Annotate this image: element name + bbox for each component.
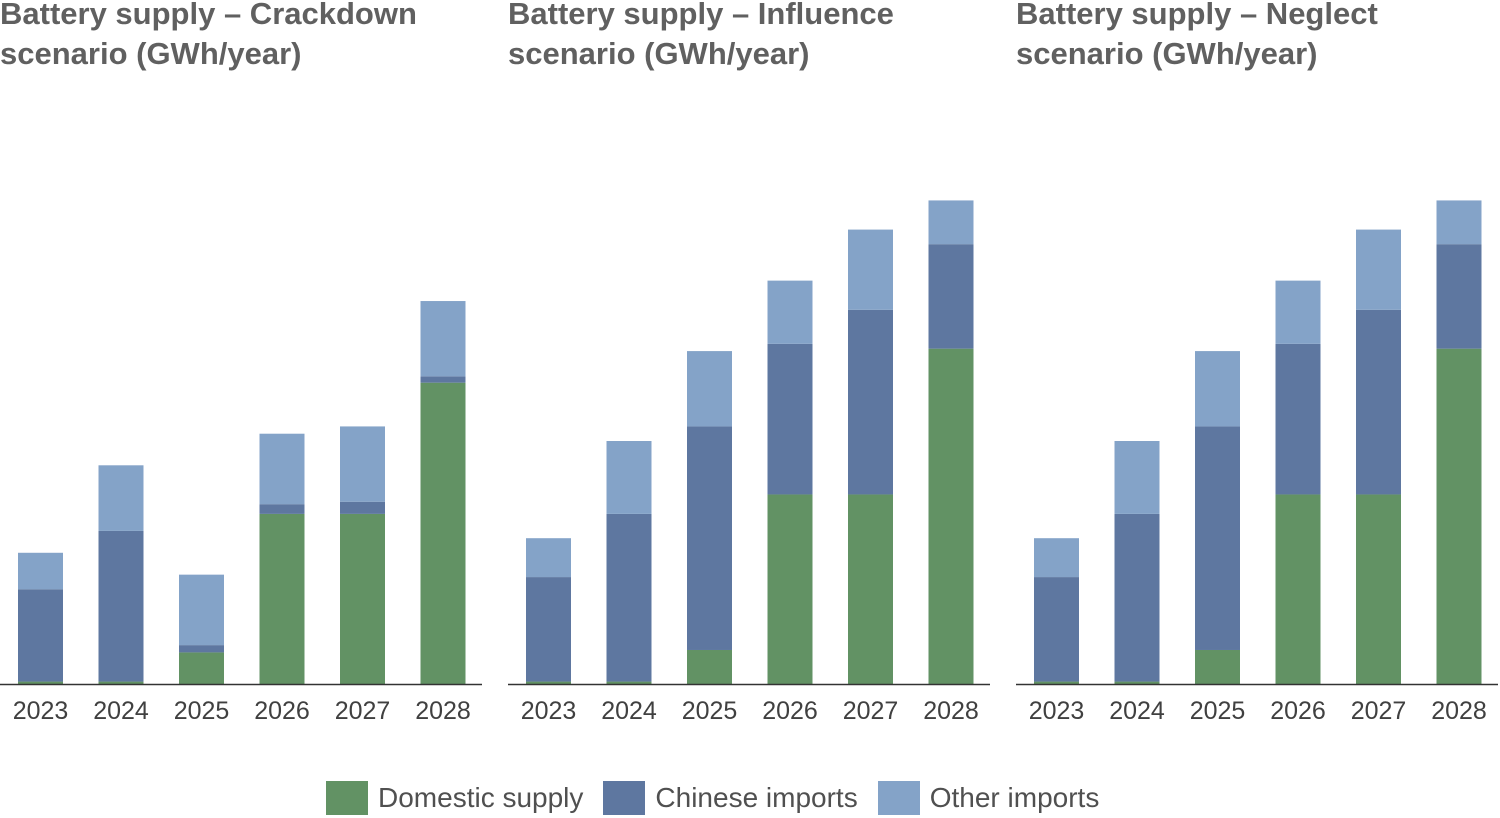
bar-domestic-2028: [1436, 348, 1482, 684]
bar-other-2023: [18, 552, 63, 590]
bar-chinese-2023: [18, 589, 63, 682]
x-tick-label-2023: 2023: [1029, 697, 1085, 725]
bar-domestic-2028: [928, 348, 974, 684]
x-tick-label-2025: 2025: [1190, 697, 1246, 725]
bar-chinese-2028: [420, 376, 466, 383]
bar-other-2024: [1114, 441, 1160, 514]
legend-item-other: Other imports: [877, 781, 1100, 815]
chart-panel-crackdown: Battery supply – Crackdown scenario (GWh…: [0, 0, 482, 740]
bar-domestic-2028: [420, 382, 466, 684]
x-tick-label-2028: 2028: [1431, 697, 1487, 725]
bar-domestic-2027: [1356, 494, 1401, 684]
bar-other-2023: [526, 538, 571, 578]
chart-title-crackdown: Battery supply – Crackdown scenario (GWh…: [0, 0, 417, 71]
bar-chinese-2024: [98, 530, 144, 682]
bar-chart-neglect: 2023 2024 2025 2026 2027 2028: [1016, 200, 1498, 725]
bar-domestic-2026: [1275, 494, 1321, 684]
bar-chinese-2026: [767, 343, 813, 495]
bar-chinese-2026: [1275, 343, 1321, 495]
chart-title-influence: Battery supply – Influence scenario (GWh…: [508, 0, 894, 71]
legend-label-domestic: Domestic supply: [378, 782, 584, 813]
legend-swatch-other: [877, 781, 920, 815]
bar-chinese-2027: [340, 501, 385, 514]
bar-domestic-2023: [1034, 681, 1079, 684]
bar-chinese-2025: [1195, 426, 1240, 650]
bar-chart-influence: 2023 2024 2025 2026 2027 2028: [508, 200, 990, 725]
x-tick-label-2026: 2026: [762, 697, 818, 725]
legend-swatch-chinese: [603, 781, 646, 815]
bar-domestic-2024: [606, 681, 652, 684]
chart-legend: Domestic supply Chinese imports Other im…: [326, 778, 1119, 818]
legend-item-domestic: Domestic supply: [326, 781, 583, 815]
bar-other-2024: [98, 465, 144, 531]
x-tick-label-2025: 2025: [174, 697, 230, 725]
bar-other-2028: [420, 301, 466, 377]
chart-title-neglect: Battery supply – Neglect scenario (GWh/y…: [1016, 0, 1378, 71]
bar-chinese-2028: [1436, 244, 1482, 349]
bar-domestic-2025: [179, 652, 224, 684]
bar-domestic-2027: [848, 494, 893, 684]
bar-other-2026: [767, 280, 813, 344]
bar-other-2027: [848, 229, 893, 310]
bar-other-2028: [928, 200, 974, 245]
bar-chinese-2025: [687, 426, 732, 650]
chart-panel-neglect: Battery supply – Neglect scenario (GWh/y…: [1016, 0, 1498, 740]
bar-other-2025: [179, 574, 224, 646]
legend-label-other: Other imports: [929, 782, 1100, 813]
bar-chinese-2027: [1356, 309, 1401, 495]
bar-domestic-2023: [18, 681, 63, 684]
bar-other-2026: [1275, 280, 1321, 344]
x-tick-label-2027: 2027: [1351, 697, 1407, 725]
bar-chinese-2023: [1034, 577, 1079, 682]
bar-other-2023: [1034, 538, 1079, 578]
bar-chinese-2026: [259, 504, 305, 514]
chart-panel-influence: Battery supply – Influence scenario (GWh…: [508, 0, 990, 740]
bar-chinese-2023: [526, 577, 571, 682]
bar-chinese-2025: [179, 645, 224, 653]
bar-other-2027: [340, 426, 385, 502]
bar-chinese-2028: [928, 244, 974, 349]
x-tick-label-2027: 2027: [843, 697, 899, 725]
bar-chart-crackdown: 2023 2024 2025 2026 2027 2028: [0, 301, 482, 725]
x-tick-label-2024: 2024: [601, 697, 657, 725]
bar-domestic-2027: [340, 513, 385, 684]
bar-chinese-2024: [1114, 513, 1160, 682]
bar-domestic-2025: [687, 649, 732, 684]
x-tick-label-2024: 2024: [1109, 697, 1165, 725]
bar-chinese-2024: [606, 513, 652, 682]
bar-other-2028: [1436, 200, 1482, 245]
x-tick-label-2026: 2026: [254, 697, 310, 725]
x-tick-label-2023: 2023: [521, 697, 577, 725]
x-tick-label-2024: 2024: [93, 697, 149, 725]
bar-domestic-2024: [1114, 681, 1160, 684]
bar-other-2024: [606, 441, 652, 514]
x-tick-label-2028: 2028: [415, 697, 471, 725]
legend-item-chinese: Chinese imports: [603, 781, 858, 815]
bar-domestic-2026: [767, 494, 813, 684]
x-tick-label-2027: 2027: [335, 697, 391, 725]
bar-domestic-2025: [1195, 649, 1240, 684]
x-tick-label-2025: 2025: [682, 697, 738, 725]
bar-chinese-2027: [848, 309, 893, 495]
bar-domestic-2023: [526, 681, 571, 684]
bar-domestic-2026: [259, 513, 305, 684]
x-tick-label-2026: 2026: [1270, 697, 1326, 725]
legend-label-chinese: Chinese imports: [655, 782, 858, 813]
bar-other-2027: [1356, 229, 1401, 310]
x-tick-label-2023: 2023: [13, 697, 69, 725]
bar-other-2025: [687, 351, 732, 427]
legend-swatch-domestic: [326, 781, 368, 815]
bar-domestic-2024: [98, 681, 144, 684]
bar-other-2026: [259, 433, 305, 505]
bar-other-2025: [1195, 351, 1240, 427]
x-tick-label-2028: 2028: [923, 697, 979, 725]
